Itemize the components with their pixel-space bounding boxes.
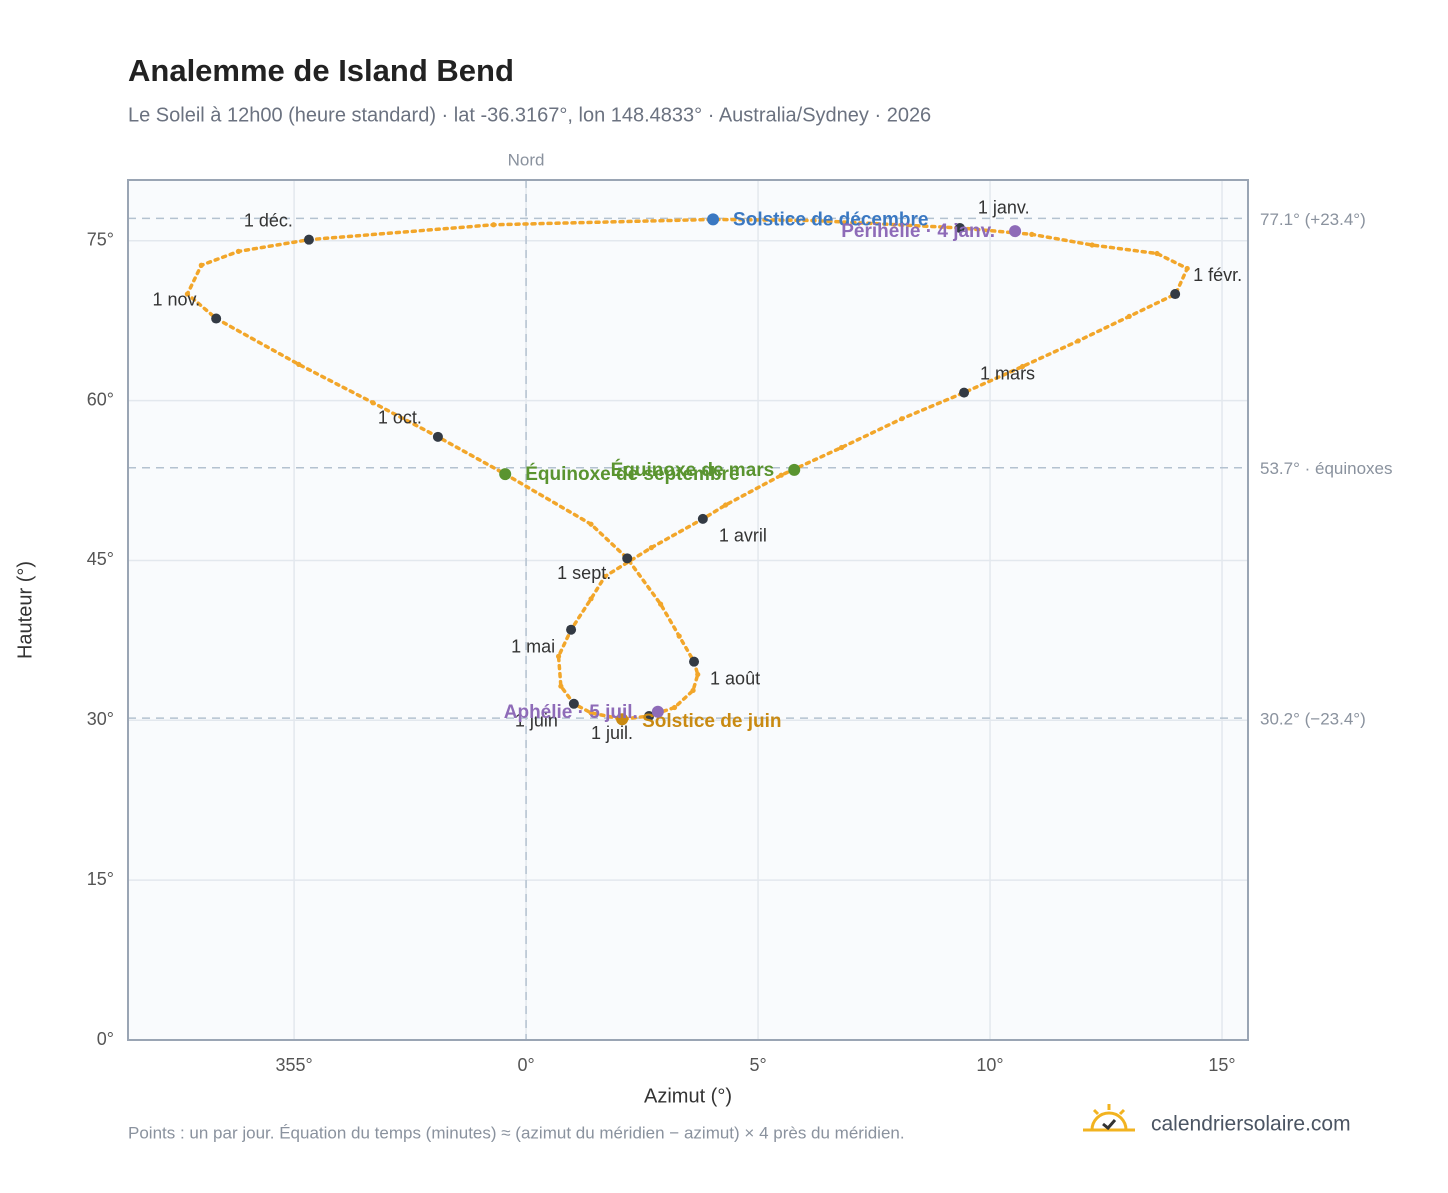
day-point bbox=[1184, 265, 1190, 272]
x-tick-label: 10° bbox=[976, 1055, 1003, 1075]
event-label: Aphélie · 5 juil. bbox=[504, 702, 638, 723]
month-marker bbox=[959, 387, 970, 398]
month-marker bbox=[697, 513, 708, 524]
day-point bbox=[1089, 242, 1095, 248]
day-point bbox=[658, 601, 664, 607]
month-marker bbox=[622, 553, 633, 564]
month-label: 1 avril bbox=[719, 526, 767, 546]
month-marker bbox=[689, 656, 700, 667]
brand: calendriersolaire.com bbox=[1151, 1113, 1351, 1136]
chart-subtitle: Le Soleil à 12h00 (heure standard) · lat… bbox=[128, 104, 931, 126]
event-label: Périhélie · 4 janv. bbox=[841, 221, 995, 242]
x-tick-label: 0° bbox=[517, 1055, 534, 1075]
analemma-path bbox=[185, 217, 1190, 722]
reference-label: 30.2° (−23.4°) bbox=[1260, 710, 1366, 729]
day-point bbox=[690, 687, 696, 694]
day-point bbox=[838, 444, 845, 451]
event-label: Solstice de juin bbox=[642, 711, 781, 732]
day-point bbox=[695, 671, 701, 678]
reference-label: 77.1° (+23.4°) bbox=[1260, 210, 1366, 229]
y-tick-label: 30° bbox=[87, 709, 114, 729]
brand-logo bbox=[1083, 1104, 1135, 1132]
month-label: 1 mars bbox=[980, 363, 1035, 383]
month-label: 1 mai bbox=[511, 636, 555, 656]
x-tick-label: 5° bbox=[749, 1055, 766, 1075]
month-label: 1 oct. bbox=[378, 408, 422, 428]
day-point bbox=[676, 633, 682, 639]
event-marker bbox=[1009, 225, 1022, 238]
footnote: Points : un par jour. Équation du temps … bbox=[128, 1123, 905, 1142]
day-point bbox=[722, 502, 729, 508]
month-label: 1 nov. bbox=[152, 289, 200, 309]
day-point bbox=[555, 653, 562, 659]
day-point bbox=[1154, 250, 1160, 257]
month-marker bbox=[1170, 289, 1181, 300]
day-point bbox=[184, 291, 190, 297]
day-point bbox=[778, 472, 784, 478]
month-marker bbox=[303, 234, 314, 245]
day-point bbox=[671, 704, 678, 711]
y-tick-label: 75° bbox=[87, 229, 114, 249]
day-point bbox=[296, 361, 302, 367]
month-marker bbox=[954, 222, 965, 233]
x-tick-label: 15° bbox=[1208, 1055, 1235, 1075]
month-marker bbox=[432, 431, 443, 442]
month-label: 1 janv. bbox=[978, 198, 1030, 218]
y-tick-label: 45° bbox=[87, 549, 114, 569]
meridian-label: Nord bbox=[508, 150, 545, 169]
month-label: 1 juin bbox=[515, 711, 558, 731]
day-point bbox=[491, 222, 497, 228]
day-point bbox=[235, 248, 242, 255]
x-tick-label: 355° bbox=[275, 1055, 312, 1075]
event-label: Équinoxe de mars bbox=[611, 459, 775, 481]
day-point bbox=[1075, 338, 1081, 344]
month-marker bbox=[568, 698, 579, 709]
day-point bbox=[602, 573, 608, 580]
reference-label: 53.7° · équinoxes bbox=[1260, 459, 1393, 478]
day-point bbox=[1029, 231, 1035, 237]
month-marker bbox=[211, 313, 222, 324]
month-label: 1 févr. bbox=[1193, 265, 1242, 285]
day-point bbox=[198, 262, 204, 268]
day-point bbox=[588, 710, 594, 716]
event-marker bbox=[651, 705, 664, 718]
event-label: Solstice de décembre bbox=[733, 209, 928, 230]
day-point bbox=[1019, 363, 1026, 370]
event-label: Équinoxe de septembre bbox=[525, 463, 739, 485]
day-point bbox=[811, 217, 817, 224]
chart-title: Analemme de Island Bend bbox=[128, 53, 514, 88]
month-marker bbox=[566, 624, 577, 635]
event-marker bbox=[707, 213, 720, 226]
plot-frame bbox=[127, 179, 1249, 1041]
y-tick-label: 0° bbox=[97, 1029, 114, 1049]
x-axis-label: Azimut (°) bbox=[644, 1085, 732, 1107]
month-label: 1 sept. bbox=[557, 563, 611, 583]
month-label: 1 août bbox=[710, 668, 760, 688]
event-marker bbox=[616, 713, 629, 726]
plot-area bbox=[128, 180, 1248, 1040]
event-marker bbox=[788, 463, 801, 476]
day-point bbox=[899, 416, 905, 422]
y-tick-label: 60° bbox=[87, 389, 114, 409]
day-point bbox=[588, 521, 594, 527]
day-point bbox=[558, 683, 564, 689]
event-marker bbox=[499, 468, 512, 481]
y-axis-label: Hauteur (°) bbox=[14, 561, 36, 659]
day-point bbox=[588, 596, 594, 602]
day-point bbox=[370, 400, 376, 406]
day-point bbox=[648, 545, 654, 551]
day-point bbox=[1126, 313, 1132, 320]
month-label: 1 déc. bbox=[244, 210, 293, 230]
month-marker bbox=[644, 711, 655, 722]
y-tick-label: 15° bbox=[87, 869, 114, 889]
month-label: 1 juil. bbox=[591, 723, 633, 743]
